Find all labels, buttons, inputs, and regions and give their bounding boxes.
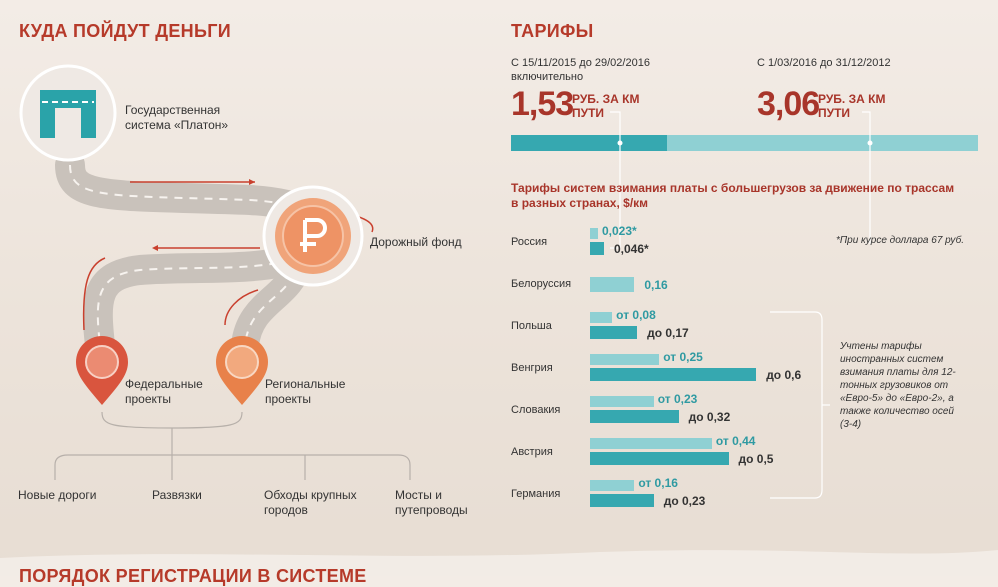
destination-new-roads: Новые дороги <box>18 488 97 502</box>
value-label-high: до 0,17 <box>647 326 689 340</box>
value-label-high: 0,046* <box>614 242 649 256</box>
bar-low <box>590 228 598 239</box>
value-label-high: до 0,5 <box>738 452 774 466</box>
bar-low <box>590 312 613 323</box>
bar-low <box>590 354 660 365</box>
value-label-low: от 0,16 <box>638 476 678 490</box>
bar-low <box>590 396 654 407</box>
section-title-registration: ПОРЯДОК РЕГИСТРАЦИИ В СИСТЕМЕ <box>19 566 367 586</box>
bar-high <box>590 410 679 423</box>
destination-bypasses: Обходы крупных городов <box>264 488 357 517</box>
value-label-low: от 0,23 <box>657 392 698 406</box>
bar-high <box>590 368 757 381</box>
platon-logo-icon <box>40 90 96 138</box>
country-label: Белоруссия <box>511 278 572 290</box>
bar-high <box>590 452 729 465</box>
bar-high <box>590 242 604 255</box>
bar-low <box>590 277 635 292</box>
period1-value: 1,53 <box>511 85 574 123</box>
value-label-low: 0,023* <box>602 224 637 238</box>
ruble-coin-icon <box>275 198 351 274</box>
tariff-bar-period1 <box>511 135 667 151</box>
section-title-money: КУДА ПОЙДУТ ДЕНЬГИ <box>19 21 231 41</box>
bar-high <box>590 494 654 507</box>
destination-bridges: Мосты и путепроводы <box>395 488 468 517</box>
federal-pin-icon <box>76 336 128 405</box>
country-label: Венгрия <box>511 362 553 374</box>
value-label-high: до 0,32 <box>688 410 731 424</box>
chart-title: Тарифы систем взимания платы с большегру… <box>511 181 955 210</box>
period1-dates: С 15/11/2015 до 29/02/2016 <box>511 57 650 69</box>
period2-dates: С 1/03/2016 до 31/12/2012 <box>757 57 891 69</box>
value-label-low: 0,16 <box>644 278 668 292</box>
period1-unit: РУБ. ЗА КМ ПУТИ <box>572 92 640 120</box>
footnote: *При курсе доллара 67 руб. <box>836 235 965 246</box>
country-label: Россия <box>511 236 548 248</box>
destination-interchanges: Развязки <box>152 488 202 502</box>
country-label: Австрия <box>511 446 553 458</box>
bar-low <box>590 480 635 491</box>
bar-high <box>590 326 638 339</box>
value-label-low: от 0,08 <box>616 308 656 322</box>
value-label-high: до 0,6 <box>766 368 802 382</box>
value-label-low: от 0,44 <box>715 434 756 448</box>
regional-pin-icon <box>216 336 268 405</box>
period1-note: включительно <box>511 71 584 83</box>
road-diagram <box>19 64 411 480</box>
country-label: Словакия <box>511 404 561 416</box>
platon-label: Государственная система «Платон» <box>125 103 229 132</box>
side-note: Учтены тарифы иностранных систем взимани… <box>840 341 956 430</box>
bar-low <box>590 438 712 449</box>
country-label: Германия <box>511 488 561 500</box>
value-label-low: от 0,25 <box>663 350 703 364</box>
tariff-bar-period2 <box>667 135 978 151</box>
section-title-tariffs: ТАРИФЫ <box>511 21 594 41</box>
fund-label: Дорожный фонд <box>370 235 462 249</box>
period2-unit: РУБ. ЗА КМ ПУТИ <box>818 92 886 120</box>
regional-label: Региональные проекты <box>265 377 346 406</box>
period2-value: 3,06 <box>757 85 820 123</box>
federal-label: Федеральные проекты <box>125 377 203 406</box>
country-label: Польша <box>511 320 552 332</box>
value-label-high: до 0,23 <box>663 494 706 508</box>
